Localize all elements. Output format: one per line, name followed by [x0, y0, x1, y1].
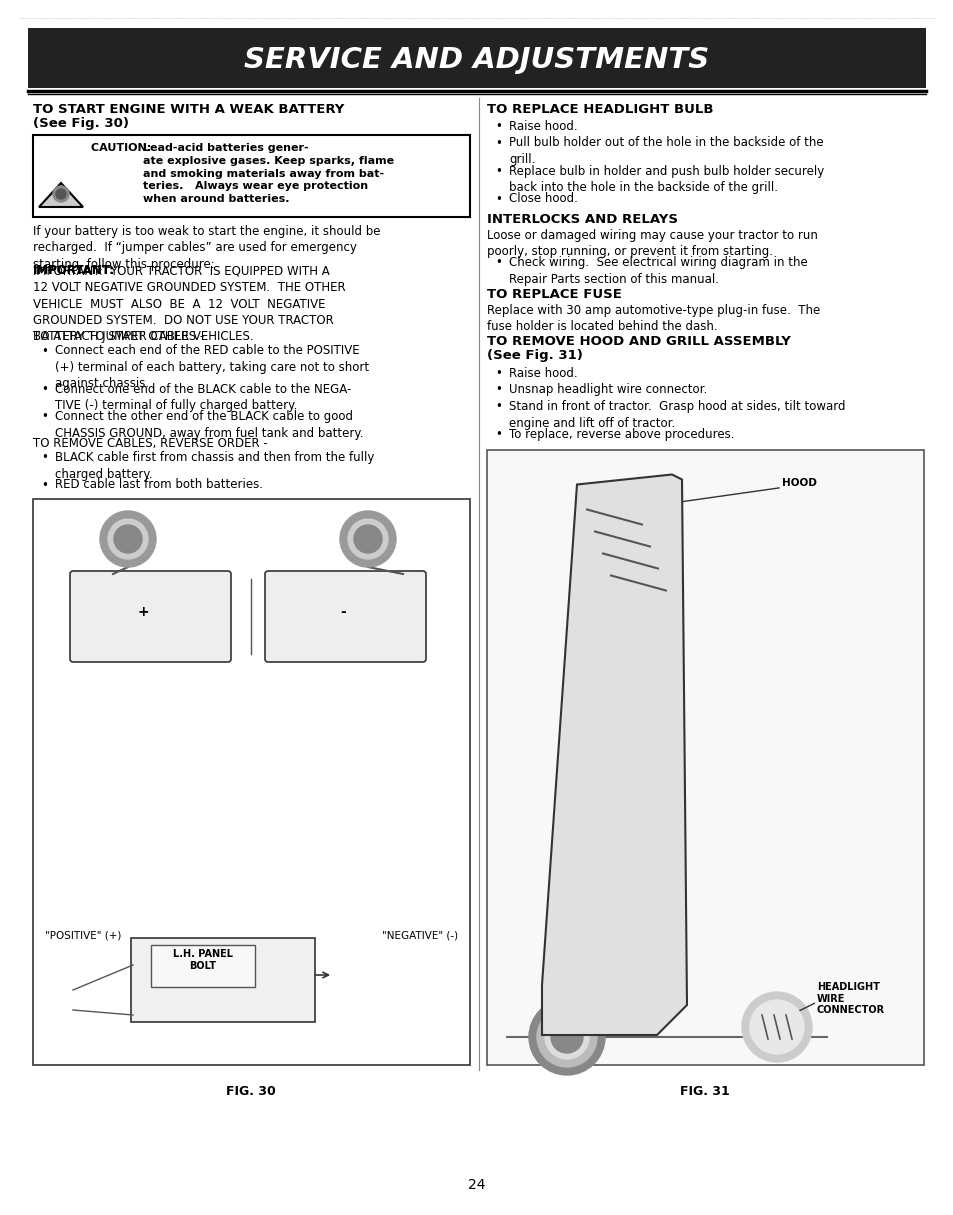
- Text: •: •: [495, 192, 501, 205]
- Text: Replace with 30 amp automotive-type plug-in fuse.  The
fuse holder is located be: Replace with 30 amp automotive-type plug…: [486, 304, 820, 333]
- Text: •: •: [495, 400, 501, 413]
- Circle shape: [56, 190, 66, 199]
- Text: •: •: [495, 256, 501, 269]
- Text: "NEGATIVE" (-): "NEGATIVE" (-): [381, 929, 457, 940]
- Text: •: •: [41, 383, 48, 396]
- Text: •: •: [495, 120, 501, 132]
- Text: •: •: [41, 345, 48, 357]
- Text: Lead-acid batteries gener-
ate explosive gases. Keep sparks, flame
and smoking m: Lead-acid batteries gener- ate explosive…: [143, 143, 394, 204]
- Text: (See Fig. 31): (See Fig. 31): [486, 349, 582, 362]
- Text: Stand in front of tractor.  Grasp hood at sides, tilt toward
engine and lift off: Stand in front of tractor. Grasp hood at…: [509, 400, 844, 429]
- Text: +: +: [137, 605, 149, 620]
- Text: TO REPLACE FUSE: TO REPLACE FUSE: [486, 288, 621, 301]
- Text: IMPORTANT:: IMPORTANT:: [33, 265, 115, 277]
- Text: IMPORTANT:: IMPORTANT:: [33, 265, 115, 277]
- Text: •: •: [495, 384, 501, 396]
- Text: •: •: [41, 409, 48, 423]
- Text: •: •: [41, 479, 48, 492]
- Polygon shape: [541, 475, 686, 1035]
- Text: TO REPLACE HEADLIGHT BULB: TO REPLACE HEADLIGHT BULB: [486, 103, 713, 115]
- FancyBboxPatch shape: [70, 571, 231, 662]
- Text: •: •: [495, 136, 501, 149]
- Bar: [33, 499, 470, 1066]
- Circle shape: [749, 1000, 803, 1053]
- Text: RED cable last from both batteries.: RED cable last from both batteries.: [55, 479, 263, 492]
- Text: •: •: [495, 428, 501, 441]
- Text: Pull bulb holder out of the hole in the backside of the
grill.: Pull bulb holder out of the hole in the …: [509, 136, 822, 166]
- FancyBboxPatch shape: [151, 945, 254, 987]
- Text: HOOD: HOOD: [781, 477, 816, 487]
- FancyBboxPatch shape: [265, 571, 426, 662]
- Text: Unsnap headlight wire connector.: Unsnap headlight wire connector.: [509, 384, 706, 396]
- Text: "POSITIVE" (+): "POSITIVE" (+): [45, 929, 121, 940]
- Text: IMPORTANT:  YOUR TRACTOR  IS EQUIPPED WITH A
12 VOLT NEGATIVE GROUNDED SYSTEM.  : IMPORTANT: YOUR TRACTOR IS EQUIPPED WITH…: [33, 265, 345, 344]
- Circle shape: [339, 512, 395, 567]
- Text: Connect the other end of the BLACK cable to good
CHASSIS GROUND, away from fuel : Connect the other end of the BLACK cable…: [55, 409, 363, 440]
- Text: L.H. PANEL
BOLT: L.H. PANEL BOLT: [172, 949, 233, 971]
- Circle shape: [529, 999, 604, 1075]
- Text: •: •: [41, 452, 48, 464]
- Text: BLACK cable first from chassis and then from the fully
charged battery.: BLACK cable first from chassis and then …: [55, 452, 374, 481]
- Text: -: -: [340, 605, 346, 620]
- Text: Raise hood.: Raise hood.: [509, 367, 577, 380]
- Text: Connect each end of the RED cable to the POSITIVE
(+) terminal of each battery, : Connect each end of the RED cable to the…: [55, 345, 369, 390]
- Text: Raise hood.: Raise hood.: [509, 120, 577, 132]
- Circle shape: [537, 1007, 597, 1067]
- Text: Check wiring.  See electrical wiring diagram in the
Repair Parts section of this: Check wiring. See electrical wiring diag…: [509, 256, 807, 286]
- Text: SERVICE AND ADJUSTMENTS: SERVICE AND ADJUSTMENTS: [244, 46, 709, 74]
- Circle shape: [544, 1015, 588, 1059]
- Text: If your battery is too weak to start the engine, it should be
recharged.  If “ju: If your battery is too weak to start the…: [33, 225, 380, 271]
- Text: TO REMOVE CABLES, REVERSE ORDER -: TO REMOVE CABLES, REVERSE ORDER -: [33, 437, 268, 450]
- Circle shape: [53, 186, 69, 202]
- Text: •: •: [495, 367, 501, 380]
- Text: TO ATTACH JUMPER CABLES -: TO ATTACH JUMPER CABLES -: [33, 330, 204, 343]
- FancyBboxPatch shape: [131, 938, 314, 1022]
- Text: FIG. 30: FIG. 30: [226, 1085, 275, 1098]
- Text: FIG. 31: FIG. 31: [679, 1085, 729, 1098]
- Circle shape: [348, 519, 388, 559]
- Text: TO START ENGINE WITH A WEAK BATTERY: TO START ENGINE WITH A WEAK BATTERY: [33, 103, 344, 115]
- Text: TO REMOVE HOOD AND GRILL ASSEMBLY: TO REMOVE HOOD AND GRILL ASSEMBLY: [486, 335, 790, 347]
- Text: CAUTION:: CAUTION:: [91, 143, 155, 153]
- Text: HEADLIGHT
WIRE
CONNECTOR: HEADLIGHT WIRE CONNECTOR: [816, 982, 884, 1016]
- Text: To replace, reverse above procedures.: To replace, reverse above procedures.: [509, 428, 734, 441]
- Circle shape: [113, 525, 142, 553]
- Text: INTERLOCKS AND RELAYS: INTERLOCKS AND RELAYS: [486, 213, 678, 226]
- Text: 24: 24: [468, 1179, 485, 1192]
- Bar: [486, 450, 923, 1066]
- Text: •: •: [495, 164, 501, 177]
- Text: Connect one end of the BLACK cable to the NEGA-
TIVE (-) terminal of fully charg: Connect one end of the BLACK cable to th…: [55, 383, 351, 413]
- Text: Close hood.: Close hood.: [509, 192, 578, 205]
- Bar: [33, 135, 470, 217]
- Circle shape: [741, 991, 811, 1062]
- Text: Replace bulb in holder and push bulb holder securely
back into the hole in the b: Replace bulb in holder and push bulb hol…: [509, 164, 823, 194]
- Text: (See Fig. 30): (See Fig. 30): [33, 117, 129, 130]
- Circle shape: [551, 1021, 582, 1053]
- Circle shape: [100, 512, 156, 567]
- Bar: [28, 28, 925, 87]
- Circle shape: [108, 519, 148, 559]
- Text: Loose or damaged wiring may cause your tractor to run
poorly, stop running, or p: Loose or damaged wiring may cause your t…: [486, 228, 817, 259]
- Polygon shape: [39, 183, 83, 207]
- Circle shape: [354, 525, 381, 553]
